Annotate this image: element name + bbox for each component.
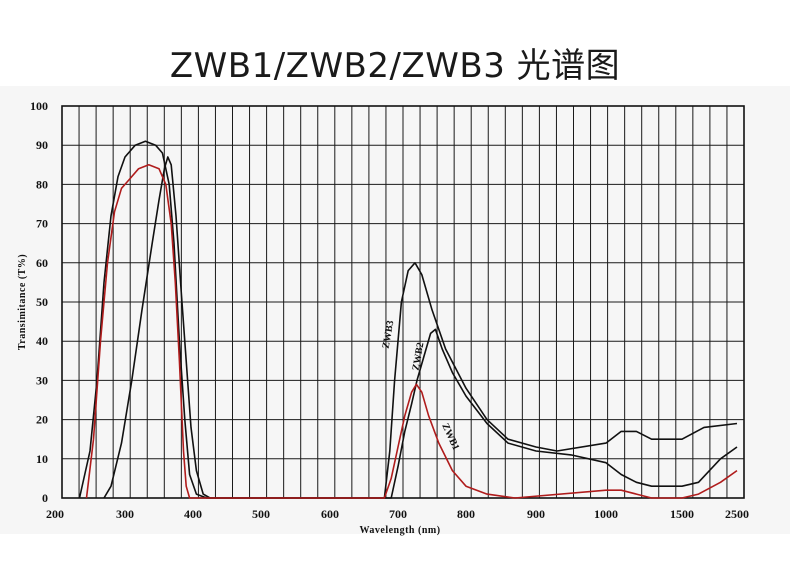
y-tick-label: 70: [36, 217, 48, 231]
series-lines: ZWB3 ZWB2 ZWB1: [78, 140, 738, 499]
plot-frame: [61, 105, 745, 499]
y-tick-label: 90: [36, 138, 48, 152]
series-line-zwb3: [78, 140, 738, 499]
y-tick-label: 80: [36, 177, 48, 191]
y-tick-label: 60: [36, 256, 48, 270]
chart-title: ZWB1/ZWB2/ZWB3 光谱图: [169, 46, 621, 86]
x-tick-label: 1000: [594, 507, 618, 521]
series-line-zwb2: [103, 156, 738, 499]
series-label-zwb3: ZWB3: [381, 320, 397, 350]
tick-labels: 0 10 20 30 40 50 60 70 80 90 100 200 300 400 500 600 700…: [30, 99, 749, 521]
x-tick-label: 800: [457, 507, 475, 521]
y-tick-label: 10: [36, 452, 48, 466]
series-label-zwb1: ZWB1: [439, 422, 461, 452]
y-tick-label: 100: [30, 99, 48, 113]
x-axis-label: Wavelength (nm): [359, 525, 440, 536]
y-tick-label: 0: [42, 491, 48, 505]
series-line-zwb1: [85, 164, 738, 499]
x-tick-label: 900: [527, 507, 545, 521]
y-tick-label: 30: [36, 373, 48, 387]
x-tick-label: 400: [184, 507, 202, 521]
y-tick-label: 40: [36, 334, 48, 348]
x-tick-label: 600: [321, 507, 339, 521]
y-tick-label: 50: [36, 295, 48, 309]
y-tick-label: 20: [36, 413, 48, 427]
x-tick-label: 700: [389, 507, 407, 521]
x-tick-label: 2500: [725, 507, 749, 521]
x-tick-label: 200: [46, 507, 64, 521]
y-axis-label: Transimitance (T%): [17, 254, 28, 350]
x-tick-label: 300: [116, 507, 134, 521]
x-tick-label: 1500: [670, 507, 694, 521]
series-label-zwb2: ZWB2: [411, 342, 427, 372]
x-tick-label: 500: [252, 507, 270, 521]
